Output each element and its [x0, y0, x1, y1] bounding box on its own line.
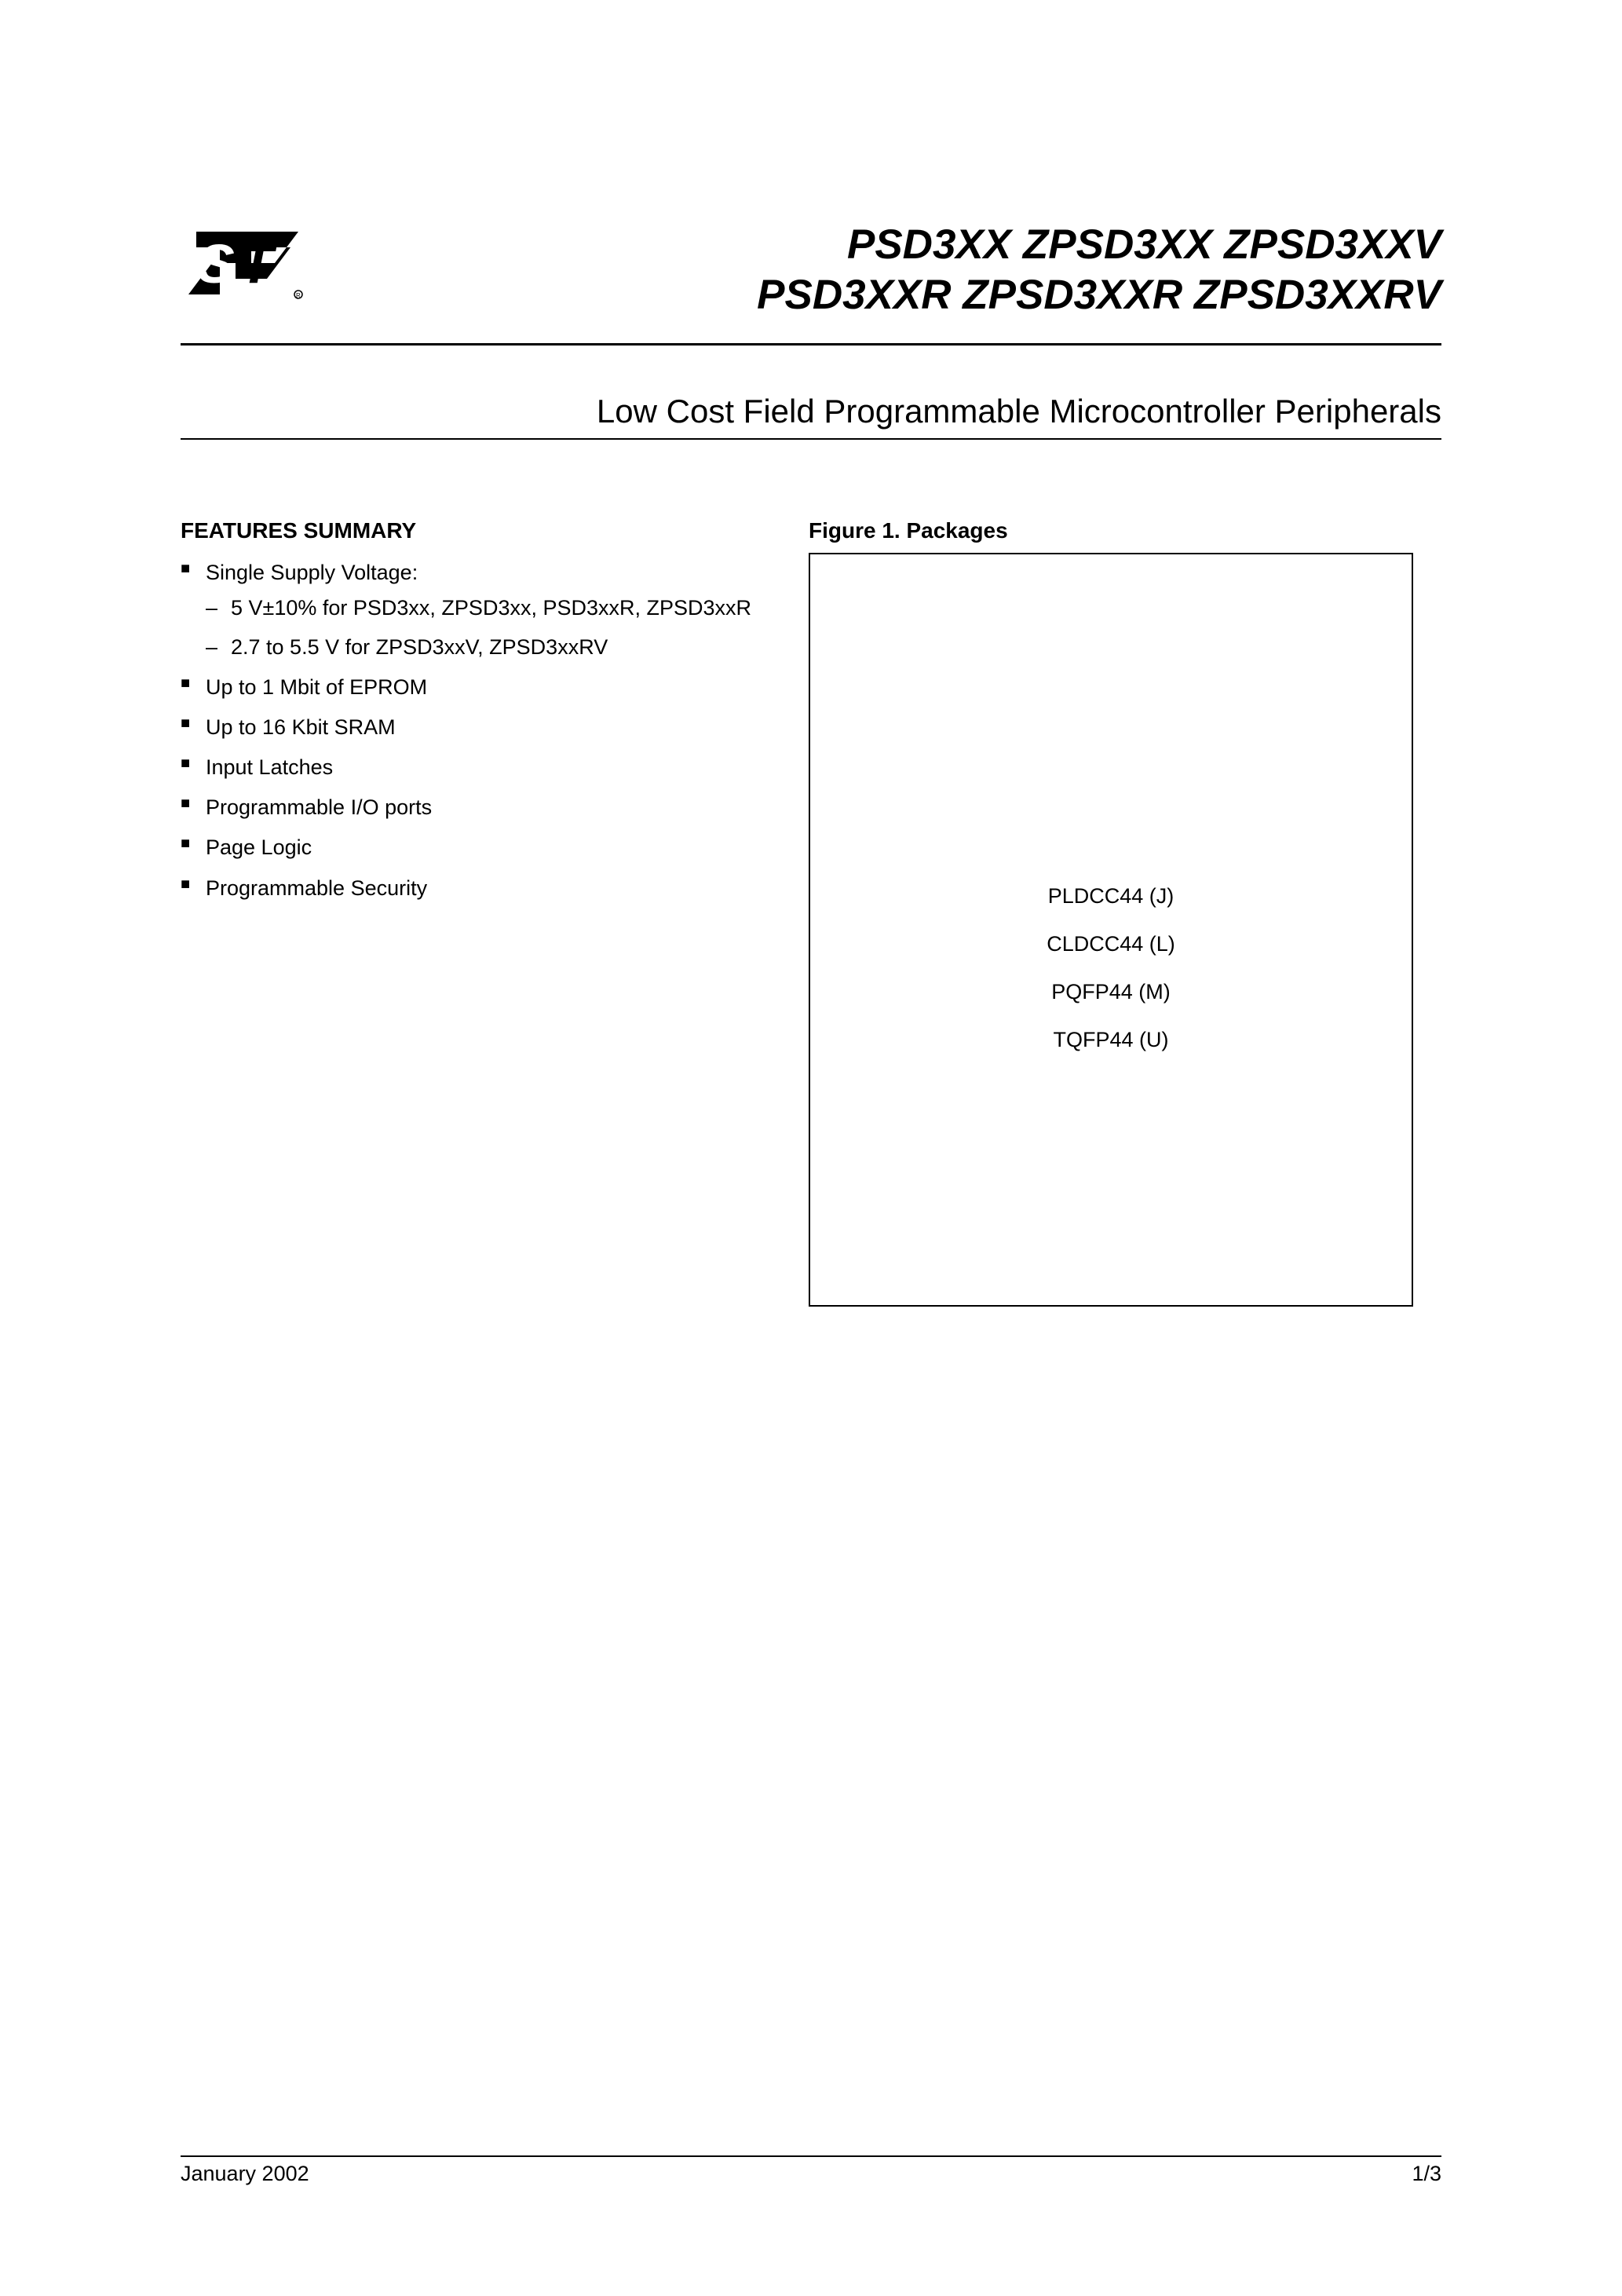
title-block: PSD3XX ZPSD3XX ZPSD3XXV PSD3XXR ZPSD3XXR…: [181, 220, 1441, 320]
figure-box: PLDCC44 (J) CLDCC44 (L) PQFP44 (M) TQFP4…: [809, 553, 1413, 1307]
svg-text:R: R: [296, 292, 301, 299]
feature-text: Programmable I/O ports: [206, 795, 432, 819]
footer-row: January 2002 1/3: [181, 2162, 1441, 2186]
sub-item: 2.7 to 5.5 V for ZPSD3xxV, ZPSD3xxRV: [206, 632, 785, 663]
package-item: PQFP44 (M): [842, 980, 1380, 1004]
feature-text: Page Logic: [206, 835, 312, 859]
st-logo-icon: S T R: [181, 220, 306, 306]
footer-page: 1/3: [1412, 2162, 1441, 2186]
footer: January 2002 1/3: [181, 2155, 1441, 2186]
package-item: PLDCC44 (J): [842, 884, 1380, 909]
svg-text:T: T: [239, 233, 277, 294]
feature-item: Up to 1 Mbit of EPROM: [181, 671, 785, 704]
feature-text: Up to 16 Kbit SRAM: [206, 715, 396, 739]
title-line-1: PSD3XX ZPSD3XX ZPSD3XXV: [181, 220, 1441, 270]
package-list: PLDCC44 (J) CLDCC44 (L) PQFP44 (M) TQFP4…: [842, 884, 1380, 1052]
feature-text: Up to 1 Mbit of EPROM: [206, 675, 427, 699]
feature-text: Programmable Security: [206, 876, 427, 900]
content-area: FEATURES SUMMARY Single Supply Voltage: …: [181, 518, 1441, 1307]
document-header: S T R PSD3XX ZPSD3XX ZPSD3XXV PSD3XXR ZP…: [181, 220, 1441, 440]
feature-item: Up to 16 Kbit SRAM: [181, 711, 785, 744]
title-line-2: PSD3XXR ZPSD3XXR ZPSD3XXRV: [181, 270, 1441, 320]
feature-text: Single Supply Voltage:: [206, 561, 418, 584]
footer-rule: [181, 2155, 1441, 2157]
figure-caption: Figure 1. Packages: [809, 518, 1413, 543]
feature-item: Single Supply Voltage: 5 V±10% for PSD3x…: [181, 556, 785, 662]
features-heading: FEATURES SUMMARY: [181, 518, 785, 543]
st-logo: S T R: [181, 220, 306, 310]
figure-column: Figure 1. Packages PLDCC44 (J) CLDCC44 (…: [809, 518, 1413, 1307]
package-item: TQFP44 (U): [842, 1028, 1380, 1052]
header-rule: [181, 343, 1441, 345]
feature-list: Single Supply Voltage: 5 V±10% for PSD3x…: [181, 556, 785, 905]
sub-item: 5 V±10% for PSD3xx, ZPSD3xx, PSD3xxR, ZP…: [206, 593, 785, 623]
svg-text:S: S: [198, 233, 235, 294]
document-subtitle: Low Cost Field Programmable Microcontrol…: [181, 393, 1441, 430]
feature-item: Programmable Security: [181, 872, 785, 905]
features-column: FEATURES SUMMARY Single Supply Voltage: …: [181, 518, 785, 1307]
subtitle-rule: [181, 438, 1441, 440]
feature-text: Input Latches: [206, 755, 333, 779]
feature-item: Input Latches: [181, 751, 785, 784]
feature-item: Page Logic: [181, 831, 785, 865]
sub-list: 5 V±10% for PSD3xx, ZPSD3xx, PSD3xxR, ZP…: [206, 593, 785, 662]
package-item: CLDCC44 (L): [842, 932, 1380, 956]
footer-date: January 2002: [181, 2162, 309, 2186]
feature-item: Programmable I/O ports: [181, 791, 785, 824]
